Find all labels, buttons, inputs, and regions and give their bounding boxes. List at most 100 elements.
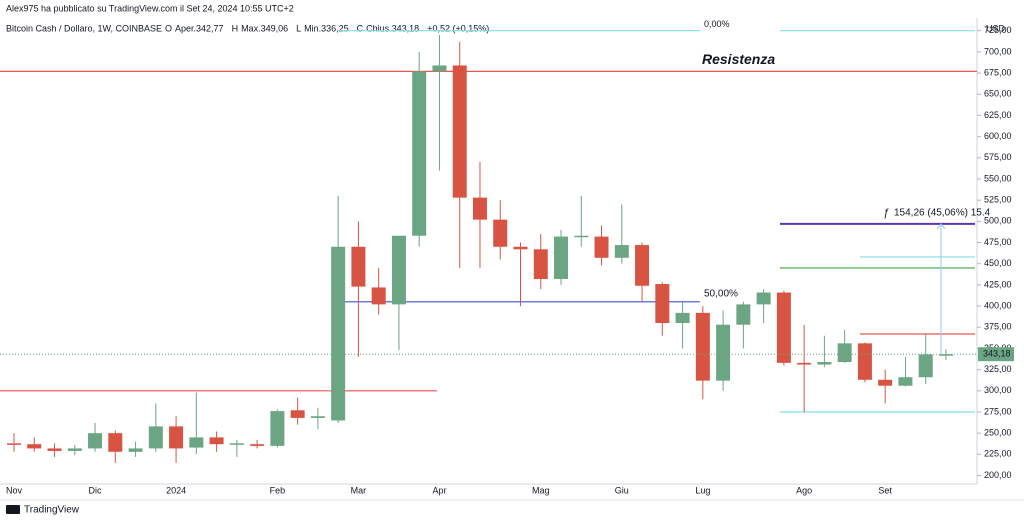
candle-body xyxy=(452,65,467,198)
legend-item: Aper.342,77 xyxy=(175,23,224,33)
candle-body xyxy=(776,292,791,363)
y-tick-label: 275,00 xyxy=(984,406,1012,416)
candle-body xyxy=(27,444,42,449)
measure-head xyxy=(936,223,946,230)
y-tick-label: 550,00 xyxy=(984,173,1012,183)
candle-body xyxy=(716,324,731,381)
candle-body xyxy=(574,235,589,238)
level-label: Resistenza xyxy=(702,51,775,67)
candle-body xyxy=(797,362,812,365)
x-tick-label: Apr xyxy=(432,485,446,495)
y-tick-label: 475,00 xyxy=(984,237,1012,247)
x-tick-label: 2024 xyxy=(166,485,186,495)
candle-body xyxy=(513,246,528,250)
candle-body xyxy=(918,354,933,378)
currency: USD xyxy=(986,23,1006,33)
level-label: 0,00% xyxy=(704,19,730,29)
legend-item: Max.349,06 xyxy=(241,23,288,33)
legend-item: +0,52 (+0,15%) xyxy=(427,23,489,33)
candle-body xyxy=(290,410,305,418)
y-tick-label: 600,00 xyxy=(984,131,1012,141)
brand: TradingView xyxy=(24,505,80,516)
legend-item: Min.336,25 xyxy=(304,23,349,33)
candle-body xyxy=(47,448,62,451)
candle-body xyxy=(412,71,427,236)
candle-body xyxy=(88,433,103,449)
last-price-box xyxy=(978,347,1014,362)
legend-item: H xyxy=(232,23,239,33)
candle-body xyxy=(898,377,913,386)
candle-body xyxy=(817,361,832,365)
candle-body xyxy=(310,416,325,418)
candle-body xyxy=(67,448,82,451)
y-tick-label: 525,00 xyxy=(984,195,1012,205)
y-tick-label: 500,00 xyxy=(984,216,1012,226)
candle-body xyxy=(857,343,872,380)
x-tick-label: Mag xyxy=(532,485,550,495)
x-tick-label: Dic xyxy=(89,485,102,495)
candle-body xyxy=(7,443,21,445)
candle-body xyxy=(695,312,710,381)
legend-item: O xyxy=(165,23,172,33)
y-tick-label: 675,00 xyxy=(984,67,1012,77)
legend-item: L xyxy=(296,23,301,33)
brand-logo xyxy=(6,505,20,514)
candle-body xyxy=(371,287,386,305)
x-tick-label: Nov xyxy=(6,485,23,495)
candle-body xyxy=(331,246,346,421)
candle-body xyxy=(614,245,629,258)
y-tick-label: 225,00 xyxy=(984,449,1012,459)
candle-body xyxy=(938,354,953,356)
candle-body xyxy=(655,284,670,324)
candle-body xyxy=(736,304,751,325)
x-tick-label: Giu xyxy=(615,485,629,495)
y-tick-label: 400,00 xyxy=(984,300,1012,310)
y-tick-label: 625,00 xyxy=(984,110,1012,120)
candle-body xyxy=(432,65,447,72)
candle-body xyxy=(209,437,224,445)
y-tick-label: 650,00 xyxy=(984,89,1012,99)
candle-body xyxy=(351,246,366,287)
candle-body xyxy=(837,343,852,362)
y-tick-label: 450,00 xyxy=(984,258,1012,268)
candle-body xyxy=(594,236,609,258)
candle-body xyxy=(108,433,123,452)
x-tick-label: Feb xyxy=(270,485,286,495)
candle-body xyxy=(169,426,184,449)
candle-body xyxy=(878,379,893,386)
candle-body xyxy=(635,245,650,286)
y-tick-label: 325,00 xyxy=(984,364,1012,374)
candle-body xyxy=(554,236,569,279)
candle-body xyxy=(229,443,244,445)
legend-item: Chius.343,18 xyxy=(366,23,419,33)
candle-body xyxy=(128,448,143,452)
measure-icon: ƒ xyxy=(883,207,889,219)
y-tick-label: 250,00 xyxy=(984,428,1012,438)
x-tick-label: Mar xyxy=(351,485,367,495)
y-tick-label: 725,00 xyxy=(984,25,1012,35)
candle-body xyxy=(250,444,265,446)
candle-body xyxy=(472,197,487,220)
publisher: Alex975 ha pubblicato su TradingView.com… xyxy=(6,3,294,13)
y-tick-label: 200,00 xyxy=(984,470,1012,480)
candle-body xyxy=(189,437,204,448)
y-tick-label: 375,00 xyxy=(984,322,1012,332)
candle-body xyxy=(270,411,285,446)
candle-body xyxy=(675,312,690,324)
chart-title: Bitcoin Cash / Dollaro, 1W, COINBASE xyxy=(6,23,162,33)
y-tick-label: 575,00 xyxy=(984,152,1012,162)
y-tick-label: 300,00 xyxy=(984,385,1012,395)
measure-label: 154,26 (45,06%) 15.4 xyxy=(894,208,991,219)
y-tick-label: 700,00 xyxy=(984,46,1012,56)
legend-item: C xyxy=(357,23,364,33)
candle-body xyxy=(756,292,771,305)
x-tick-label: Set xyxy=(878,485,892,495)
candle-body xyxy=(148,426,163,449)
candle-body xyxy=(533,249,548,279)
level-label: 50,00% xyxy=(704,288,738,299)
candle-body xyxy=(391,235,406,305)
x-tick-label: Ago xyxy=(796,485,812,495)
y-tick-label: 425,00 xyxy=(984,279,1012,289)
last-price-label: 343,18 xyxy=(983,349,1011,359)
